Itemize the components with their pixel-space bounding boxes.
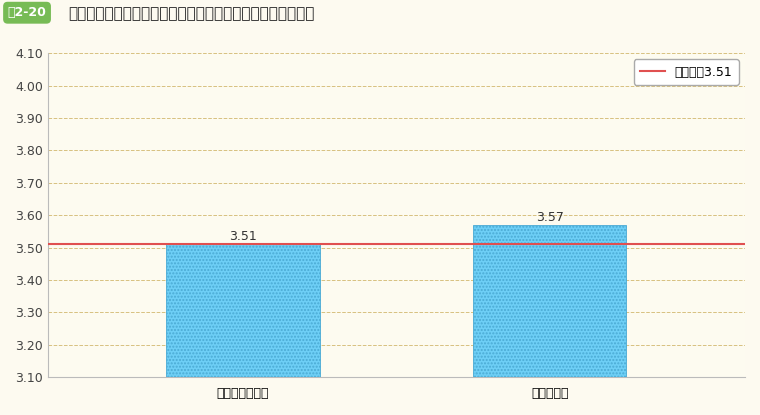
- Text: 3.51: 3.51: [229, 230, 257, 243]
- Text: 図2-20: 図2-20: [8, 6, 46, 19]
- Legend: 総平均値3.51: 総平均値3.51: [634, 59, 739, 85]
- Bar: [166, 244, 320, 377]
- Bar: [473, 225, 626, 377]
- Text: 3.57: 3.57: [536, 211, 564, 224]
- Text: 勤務形態別（フルタイム勤務・短時間勤務）の回答の平均値: 勤務形態別（フルタイム勤務・短時間勤務）の回答の平均値: [68, 6, 315, 21]
